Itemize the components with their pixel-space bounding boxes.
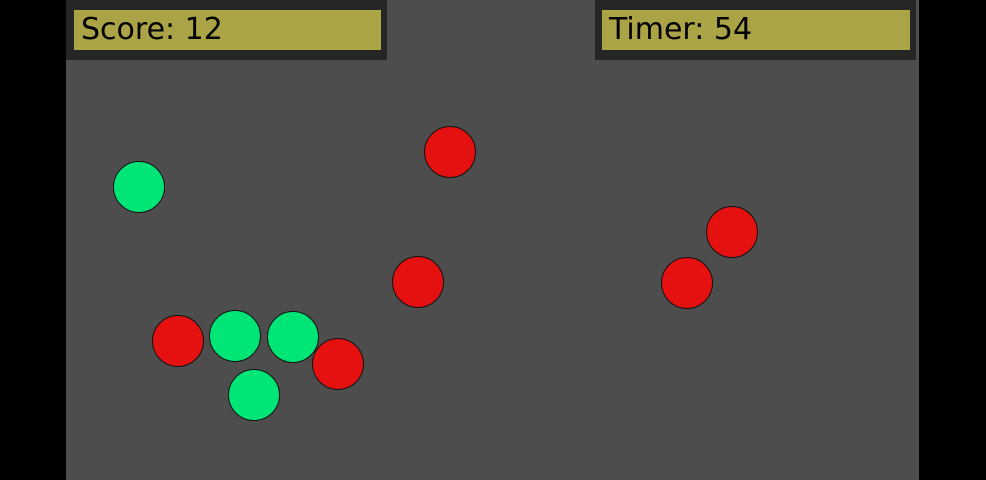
game-field[interactable]: [66, 0, 919, 480]
score-panel: Score: 12: [66, 0, 387, 60]
green-ball[interactable]: [209, 310, 261, 362]
green-ball[interactable]: [267, 311, 319, 363]
red-ball[interactable]: [706, 206, 758, 258]
green-ball[interactable]: [228, 369, 280, 421]
score-label: Score: 12: [74, 10, 381, 50]
green-ball[interactable]: [113, 161, 165, 213]
red-ball[interactable]: [661, 257, 713, 309]
timer-panel: Timer: 54: [595, 0, 916, 60]
red-ball[interactable]: [152, 315, 204, 367]
timer-label: Timer: 54: [602, 10, 910, 50]
red-ball[interactable]: [312, 338, 364, 390]
red-ball[interactable]: [424, 126, 476, 178]
red-ball[interactable]: [392, 256, 444, 308]
